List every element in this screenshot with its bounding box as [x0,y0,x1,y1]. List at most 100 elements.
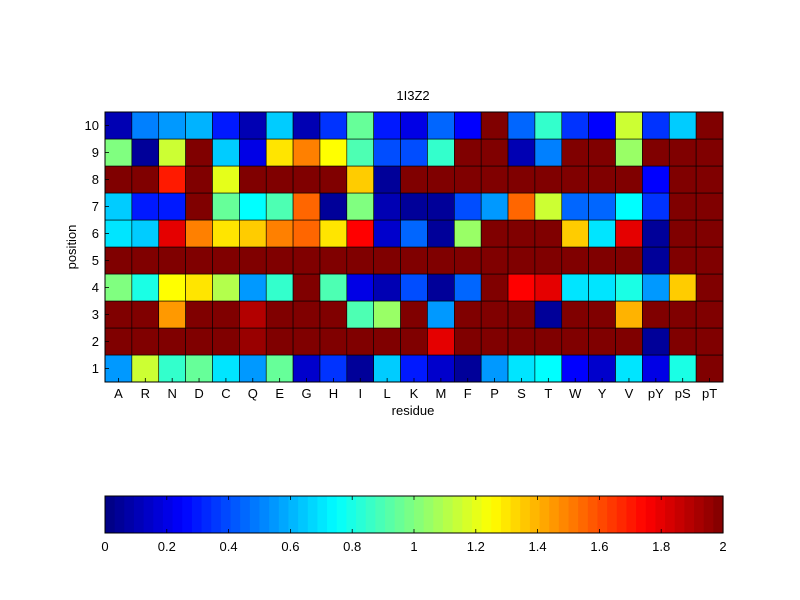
heatmap-cell [400,219,428,248]
colorbar-segment [375,496,386,533]
heatmap-cell [668,300,697,329]
colorbar-segment [105,496,116,533]
heatmap-cell [131,165,160,194]
heatmap-cell [400,273,428,302]
colorbar-segment [172,496,183,533]
heatmap-cell [239,273,267,302]
heatmap-cell [427,327,455,356]
heatmap-cell [427,219,455,248]
heatmap-cell [668,354,697,383]
heatmap-cell [319,165,348,194]
heatmap-cell [695,300,724,329]
heatmap-cell [265,192,294,221]
heatmap-cell [212,138,240,167]
heatmap-cell [615,111,643,140]
heatmap-cell [480,327,509,356]
heatmap-cell [588,246,616,275]
colorbar-segment [124,496,135,533]
heatmap-cell [158,300,186,329]
heatmap-cell [158,354,186,383]
heatmap-cell [695,138,724,167]
heatmap-cell [642,273,670,302]
heatmap-cell [480,192,509,221]
heatmap-cell [131,219,160,248]
colorbar-segment [539,496,550,533]
heatmap-cell [561,273,589,302]
heatmap-cell [212,327,240,356]
heatmap-cell [588,111,616,140]
heatmap-cell [292,111,321,140]
heatmap-cell [454,327,482,356]
heatmap-cell [454,138,482,167]
heatmap-cell [668,138,697,167]
heatmap-cell [158,165,186,194]
heatmap-cell [695,327,724,356]
heatmap-cell [104,327,133,356]
heatmap-cell [588,165,616,194]
colorbar-segment [394,496,405,533]
heatmap-cell [185,300,213,329]
heatmap-cell [373,165,401,194]
heatmap-cell [561,165,589,194]
heatmap-cell [615,246,643,275]
heatmap-cell [561,219,589,248]
heatmap-cell [427,138,455,167]
heatmap-cell [131,111,160,140]
heatmap-cell [480,219,509,248]
colorbar-segment [645,496,657,533]
heatmap-cell [507,138,536,167]
y-tick-label: 6 [92,226,99,241]
colorbar-segment [365,496,376,533]
colorbar-segment [317,496,328,533]
heatmap-cell [480,138,509,167]
heatmap-cell [104,111,133,140]
x-tick-label: Q [248,386,258,401]
heatmap-cell [131,192,160,221]
x-tick-label: S [517,386,526,401]
heatmap-cell [642,246,670,275]
heatmap-cell [588,300,616,329]
heatmap-cell [561,111,589,140]
colorbar-segment [674,496,685,533]
x-tick-label: H [329,386,338,401]
heatmap-cell [212,273,240,302]
y-tick-label: 5 [92,253,99,268]
colorbar-segment [346,496,357,533]
heatmap-cell [104,192,133,221]
heatmap-cell [373,138,401,167]
heatmap-cell [239,138,267,167]
heatmap-cell [480,111,509,140]
y-tick-label: 10 [85,118,99,133]
y-tick-label: 2 [92,334,99,349]
heatmap-cell [104,138,133,167]
heatmap-cell [427,111,455,140]
colorbar-segment [471,496,483,533]
x-tick-label: R [141,386,150,401]
heatmap-cell [185,138,213,167]
colorbar-segment [433,496,444,533]
heatmap-cell [239,327,267,356]
heatmap-cell [695,354,724,383]
heatmap-cell [373,246,401,275]
colorbar-segment [133,496,145,533]
heatmap-cell [158,111,186,140]
colorbar-segment [423,496,434,533]
heatmap-cell [454,273,482,302]
y-tick-label: 1 [92,361,99,376]
heatmap-cell [346,273,374,302]
colorbar-segment [655,496,666,533]
heatmap-cell [292,138,321,167]
heatmap-cell [615,219,643,248]
colorbar-segment [288,496,299,533]
heatmap-cell [668,219,697,248]
colorbar-segment [626,496,637,533]
heatmap-cell [400,165,428,194]
heatmap-cell [588,354,616,383]
heatmap-cell [373,327,401,356]
heatmap-cell [588,327,616,356]
heatmap-cell [400,354,428,383]
heatmap-cell [561,327,589,356]
heatmap-cell [561,300,589,329]
heatmap-cell [265,327,294,356]
colorbar-tick-label: 2 [719,539,726,554]
